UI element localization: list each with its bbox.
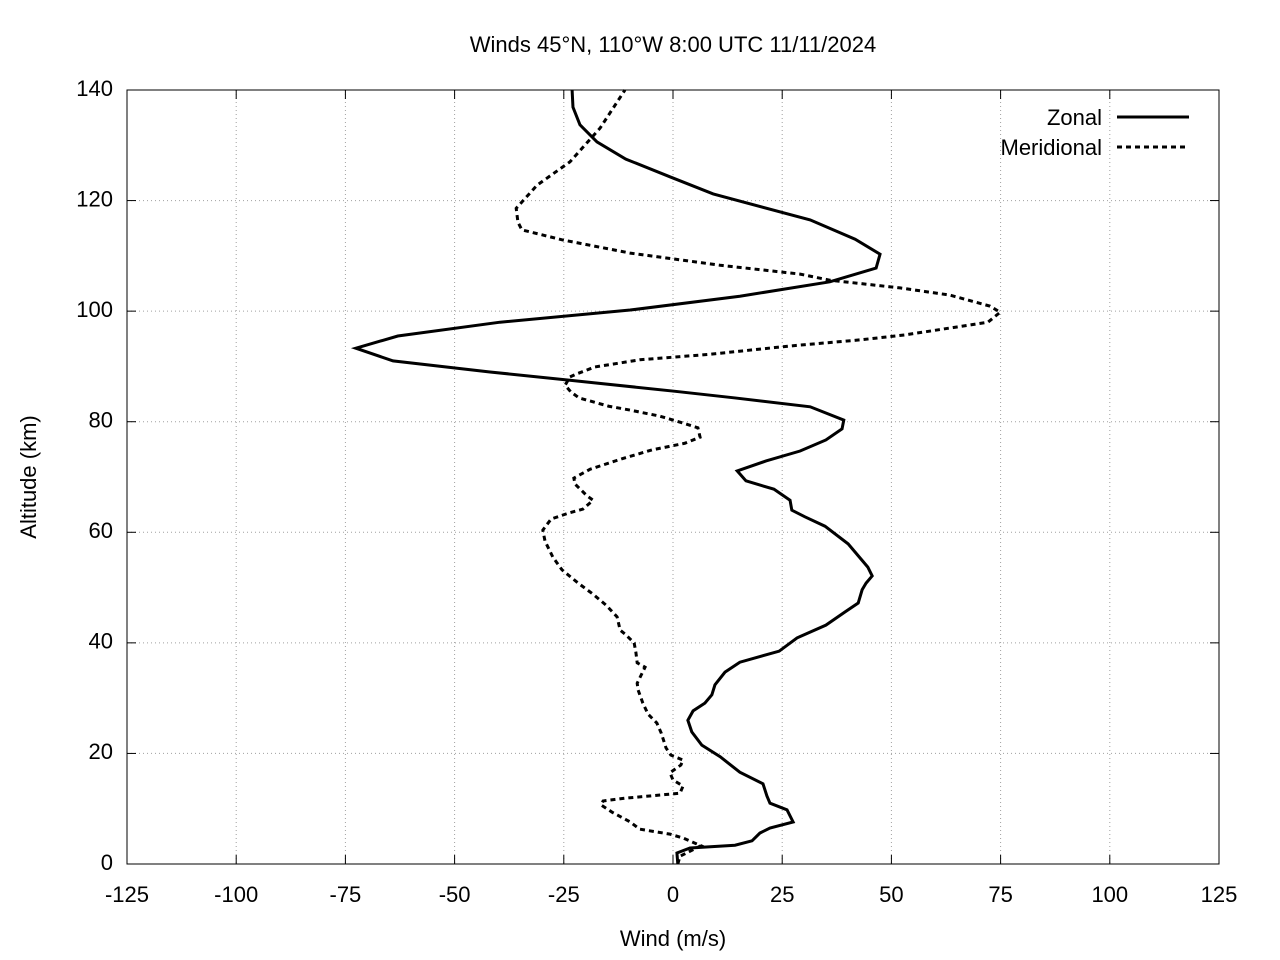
y-tick-label: 140 bbox=[76, 76, 113, 101]
x-tick-label: 100 bbox=[1091, 882, 1128, 907]
legend-label: Meridional bbox=[1001, 135, 1103, 160]
y-tick-label: 100 bbox=[76, 297, 113, 322]
y-axis-label: Altitude (km) bbox=[16, 415, 41, 538]
y-tick-label: 0 bbox=[101, 850, 113, 875]
y-tick-label: 60 bbox=[89, 518, 113, 543]
series-line bbox=[514, 89, 1003, 865]
x-tick-label: 0 bbox=[667, 882, 679, 907]
chart-title: Winds 45°N, 110°W 8:00 UTC 11/11/2024 bbox=[470, 32, 876, 57]
y-tick-label: 40 bbox=[89, 629, 113, 654]
plot-frame bbox=[126, 89, 1220, 865]
x-tick-label: 75 bbox=[988, 882, 1012, 907]
legend-label: Zonal bbox=[1047, 105, 1102, 130]
x-axis-label: Wind (m/s) bbox=[620, 926, 726, 951]
x-tick-label: 25 bbox=[770, 882, 794, 907]
x-tick-label: -100 bbox=[214, 882, 258, 907]
x-tick-label: -125 bbox=[105, 882, 149, 907]
x-tick-label: 50 bbox=[879, 882, 903, 907]
y-tick-label: 20 bbox=[89, 739, 113, 764]
x-tick-label: -25 bbox=[548, 882, 580, 907]
y-tick-label: 80 bbox=[89, 408, 113, 433]
x-tick-label: -50 bbox=[439, 882, 471, 907]
x-tick-label: -75 bbox=[330, 882, 362, 907]
y-tick-label: 120 bbox=[76, 186, 113, 211]
x-tick-label: 125 bbox=[1201, 882, 1238, 907]
series-line bbox=[350, 89, 882, 865]
